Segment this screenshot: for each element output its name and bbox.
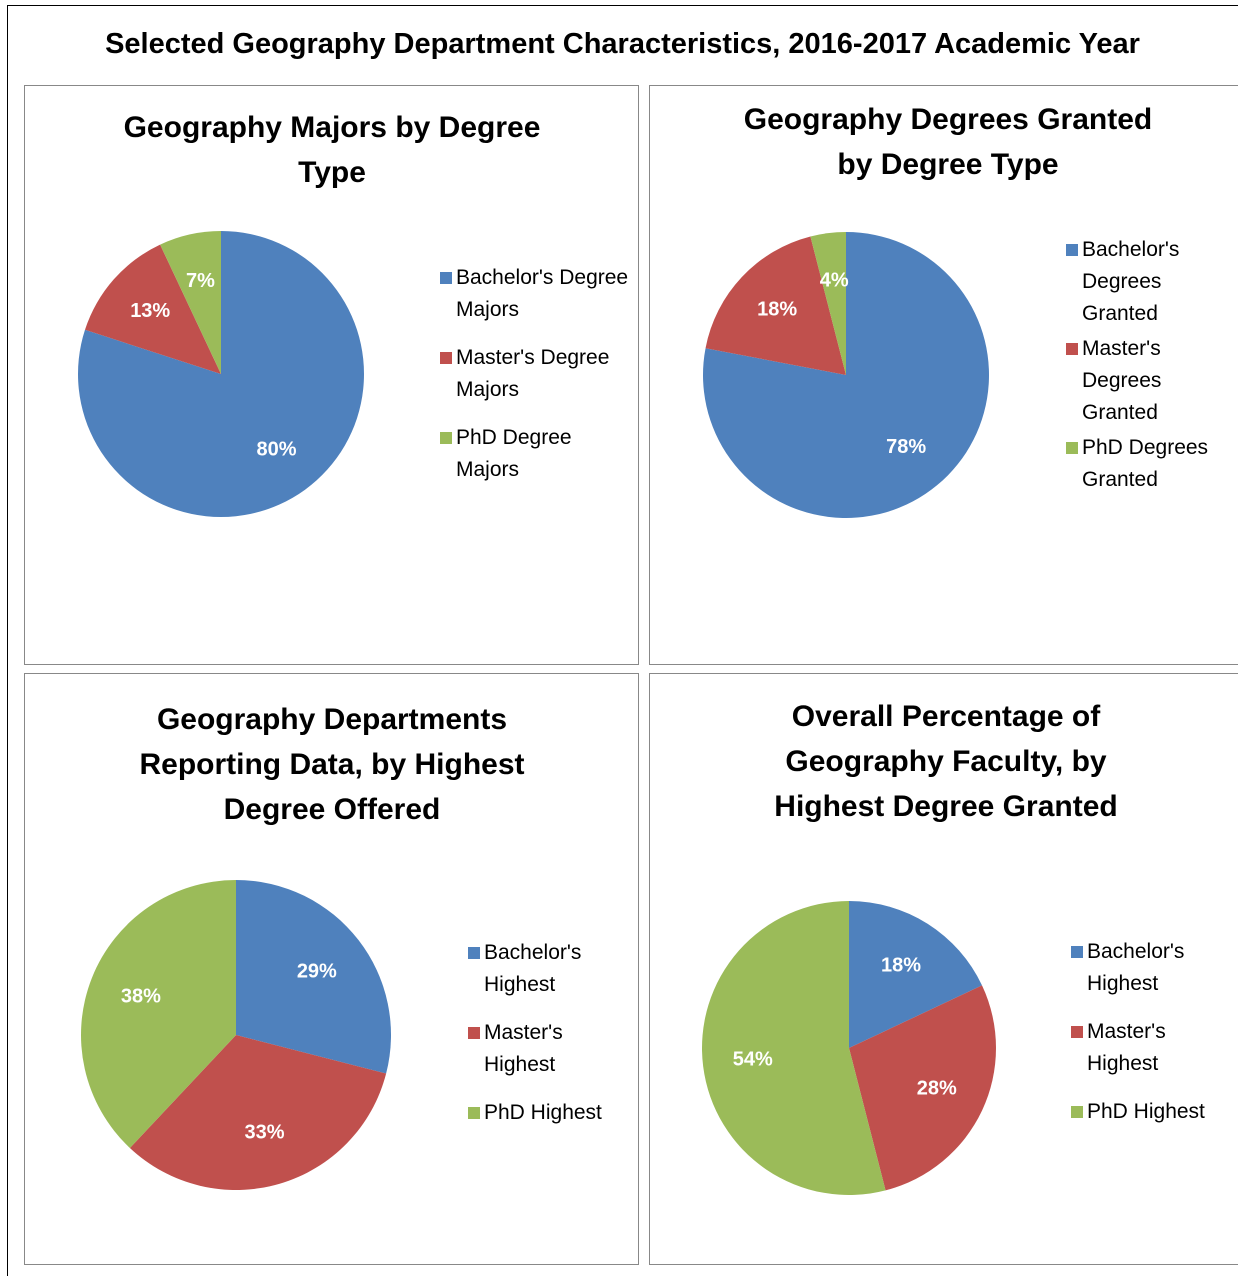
legend-label: Master's Degree Majors xyxy=(456,346,610,401)
chart-title: Geography Degrees Granted by Degree Type xyxy=(743,103,1153,181)
legend-swatch xyxy=(1071,946,1083,958)
legend-swatch xyxy=(1066,244,1078,256)
legend-swatch xyxy=(468,1027,480,1039)
data-label: 38% xyxy=(121,986,161,1008)
legend-swatch xyxy=(1066,343,1078,355)
chart-title: Overall Percentage of Geography Faculty,… xyxy=(774,700,1118,823)
legend-label: PhD Degrees Granted xyxy=(1082,436,1209,491)
data-label: 4% xyxy=(820,270,849,292)
pie-slice xyxy=(810,232,846,375)
legend-swatch xyxy=(1071,1106,1083,1118)
data-label: 18% xyxy=(757,299,797,321)
legend-swatch xyxy=(1071,1026,1083,1038)
chart-title: Geography Departments Reporting Data, by… xyxy=(139,703,525,826)
data-label: 80% xyxy=(256,439,296,461)
legend: Bachelor's Highest Master's Highest PhD Hi… xyxy=(468,937,624,1129)
legend-label: Master's Highest xyxy=(1087,1020,1166,1075)
legend-label: Bachelor's Degrees Granted xyxy=(1082,238,1180,325)
legend-item: PhD Degrees Granted xyxy=(1066,432,1232,496)
legend-item: Master's Degree Majors xyxy=(440,342,631,406)
legend: Bachelor's Degrees Granted Master's Degre… xyxy=(1066,234,1232,496)
legend-item: PhD Highest xyxy=(468,1097,624,1129)
legend-label: Master's Degrees Granted xyxy=(1082,337,1162,424)
pie-slice xyxy=(84,244,221,374)
pie-slice xyxy=(849,985,996,1191)
pie-slice xyxy=(702,901,886,1195)
legend-swatch xyxy=(440,352,452,364)
legend-item: Master's Degrees Granted xyxy=(1066,333,1232,429)
legend: Bachelor's Highest Master's Highest PhD Hi… xyxy=(1071,936,1227,1128)
pie-slice xyxy=(129,1035,387,1190)
page-title: Selected Geography Department Characteri… xyxy=(105,28,1140,60)
legend-item: Bachelor's Degree Majors xyxy=(440,262,631,326)
legend-label: Bachelor's Highest xyxy=(484,941,582,996)
legend-label: PhD Degree Majors xyxy=(456,426,572,481)
frame xyxy=(7,5,1238,1276)
pie-slice xyxy=(236,880,392,1074)
legend-item: Master's Highest xyxy=(1071,1016,1227,1080)
legend-label: Bachelor's Highest xyxy=(1087,940,1185,995)
legend-swatch xyxy=(1066,442,1078,454)
pie-slice xyxy=(705,236,846,375)
pie-slice xyxy=(78,231,365,517)
pie-slice xyxy=(703,232,989,519)
legend: Bachelor's Degree Majors Master's Degree … xyxy=(440,262,631,486)
chart-title: Geography Majors by Degree Type xyxy=(123,111,541,189)
legend-swatch xyxy=(468,947,480,959)
legend-label: Bachelor's Degree Majors xyxy=(456,266,629,321)
data-label: 7% xyxy=(186,270,215,292)
legend-item: PhD Highest xyxy=(1071,1096,1227,1128)
pie-slice xyxy=(81,880,236,1148)
pie-slice xyxy=(849,901,983,1048)
chart-panel xyxy=(649,85,1238,665)
legend-item: Master's Highest xyxy=(468,1017,624,1081)
legend-label: PhD Highest xyxy=(1087,1100,1205,1123)
legend-label: PhD Highest xyxy=(484,1101,602,1124)
legend-swatch xyxy=(468,1107,480,1119)
chart-panel xyxy=(24,85,639,665)
data-label: 18% xyxy=(881,954,921,976)
data-label: 29% xyxy=(297,961,337,983)
data-label: 54% xyxy=(733,1048,773,1070)
legend-item: PhD Degree Majors xyxy=(440,422,631,486)
pie-slice xyxy=(160,231,221,374)
data-label: 28% xyxy=(917,1078,957,1100)
data-label: 13% xyxy=(130,300,170,322)
legend-label: Master's Highest xyxy=(484,1021,563,1076)
data-label: 33% xyxy=(245,1122,285,1144)
legend-swatch xyxy=(440,432,452,444)
legend-swatch xyxy=(440,272,452,284)
data-label: 78% xyxy=(886,436,926,458)
legend-item: Bachelor's Degrees Granted xyxy=(1066,234,1232,330)
legend-item: Bachelor's Highest xyxy=(468,937,624,1001)
legend-item: Bachelor's Highest xyxy=(1071,936,1227,1000)
